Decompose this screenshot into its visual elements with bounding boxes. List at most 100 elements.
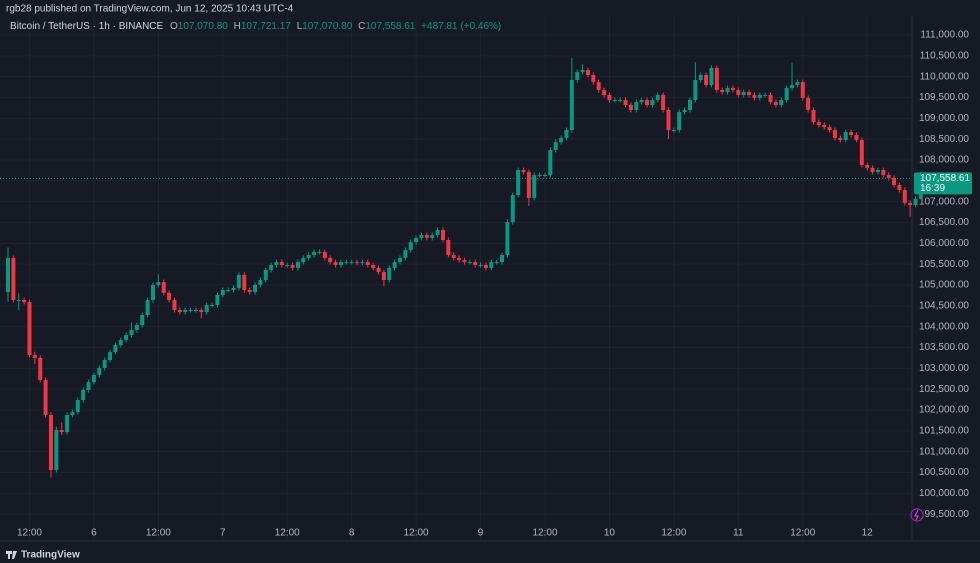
y-tick-label: 103,000.00	[919, 363, 969, 374]
candle-body	[543, 175, 547, 176]
candle-body	[602, 90, 607, 95]
ohlc-key: O	[170, 21, 178, 32]
y-tick-label: 106,000.00	[919, 238, 969, 249]
candle-body	[258, 280, 263, 285]
last-price-label: 107,558.61	[920, 173, 970, 184]
candle-body	[301, 257, 306, 263]
candle-body	[48, 415, 53, 470]
y-tick-label: 109,000.00	[919, 113, 969, 124]
candle-body	[59, 430, 64, 433]
candle-body	[167, 292, 172, 300]
candle-body	[54, 430, 59, 470]
candle-body	[827, 127, 832, 130]
candle-body	[687, 100, 692, 110]
candle-body	[253, 285, 258, 293]
brand-logo	[6, 551, 17, 559]
x-tick-label: 12:00	[790, 528, 815, 539]
y-tick-label: 103,500.00	[919, 342, 969, 353]
candle-body	[655, 95, 660, 100]
candle-body	[720, 90, 725, 93]
candle-body	[714, 67, 719, 90]
candle-body	[242, 275, 247, 290]
candle-body	[908, 202, 913, 205]
candle-body	[269, 265, 274, 270]
candle-body	[408, 242, 413, 250]
candle-body	[575, 72, 580, 80]
candle-body	[414, 237, 419, 243]
candle-body	[65, 415, 70, 433]
candle-body	[591, 75, 596, 83]
candle-body	[537, 175, 542, 176]
candle-body	[398, 257, 403, 263]
candle-body	[516, 170, 521, 195]
candle-body	[639, 100, 644, 103]
candle-body	[451, 255, 456, 258]
ohlc-value: 107,070.80	[302, 21, 352, 32]
x-tick-label: 12:00	[275, 528, 300, 539]
y-tick-label: 108,000.00	[919, 155, 969, 166]
candle-body	[279, 262, 284, 265]
candle-body	[263, 270, 268, 280]
candle-body	[682, 110, 687, 113]
alert-bolt	[914, 509, 919, 521]
ohlc-key: L	[297, 21, 303, 32]
candle-body	[730, 87, 735, 90]
candle-body	[156, 282, 161, 285]
x-tick-label: 12:00	[146, 528, 171, 539]
candle-body	[22, 300, 27, 303]
candle-body	[500, 255, 505, 263]
ohlc-key: C	[358, 21, 365, 32]
candle-body	[875, 170, 880, 173]
candle-body	[693, 80, 698, 100]
y-tick-label: 105,500.00	[919, 259, 969, 270]
candle-body	[902, 190, 907, 203]
candle-body	[618, 100, 623, 101]
candle-body	[752, 95, 757, 98]
candle-body	[11, 257, 16, 300]
y-tick-label: 105,000.00	[919, 280, 969, 291]
x-tick-label: 10	[604, 528, 616, 539]
candle-body	[865, 165, 870, 168]
candle-body	[231, 287, 236, 290]
candle-body	[376, 267, 381, 273]
candle-body	[553, 142, 558, 150]
candle-body	[462, 260, 467, 263]
y-tick-label: 101,500.00	[919, 425, 969, 436]
candle-body	[150, 285, 155, 300]
candle-body	[27, 302, 32, 355]
x-tick-label: 12:00	[404, 528, 429, 539]
candle-body	[381, 272, 386, 280]
candle-body	[360, 262, 365, 264]
candle-body	[81, 390, 86, 400]
candle-body	[403, 250, 408, 258]
published-note: rgb28 published on TradingView.com, Jun …	[6, 4, 294, 15]
candle-body	[274, 262, 279, 265]
candle-body	[204, 305, 209, 313]
candle-body	[666, 110, 671, 130]
y-tick-label: 100,000.00	[919, 488, 969, 499]
x-tick-label: 9	[478, 528, 484, 539]
candle-body	[494, 262, 499, 264]
candle-body	[365, 262, 370, 265]
candle-body	[800, 82, 805, 98]
candle-body	[236, 275, 241, 288]
candle-body	[623, 100, 628, 105]
x-tick-label: 7	[220, 528, 226, 539]
candle-body	[704, 75, 709, 85]
y-tick-label: 102,500.00	[919, 384, 969, 395]
candle-body	[784, 87, 789, 100]
candle-body	[489, 262, 494, 268]
candle-body	[645, 100, 650, 105]
candle-body	[435, 230, 440, 235]
candle-body	[709, 67, 714, 85]
candle-body	[16, 300, 21, 301]
candle-body	[113, 345, 118, 353]
countdown-label: 16:39	[920, 183, 945, 194]
candle-body	[773, 102, 778, 105]
x-tick-label: 12	[862, 528, 874, 539]
candle-body	[32, 355, 37, 358]
candle-body	[741, 92, 746, 95]
alert-icon	[910, 508, 924, 522]
symbol: Bitcoin / TetherUS · 1h · BINANCE	[10, 21, 164, 32]
candle-body	[312, 252, 317, 255]
